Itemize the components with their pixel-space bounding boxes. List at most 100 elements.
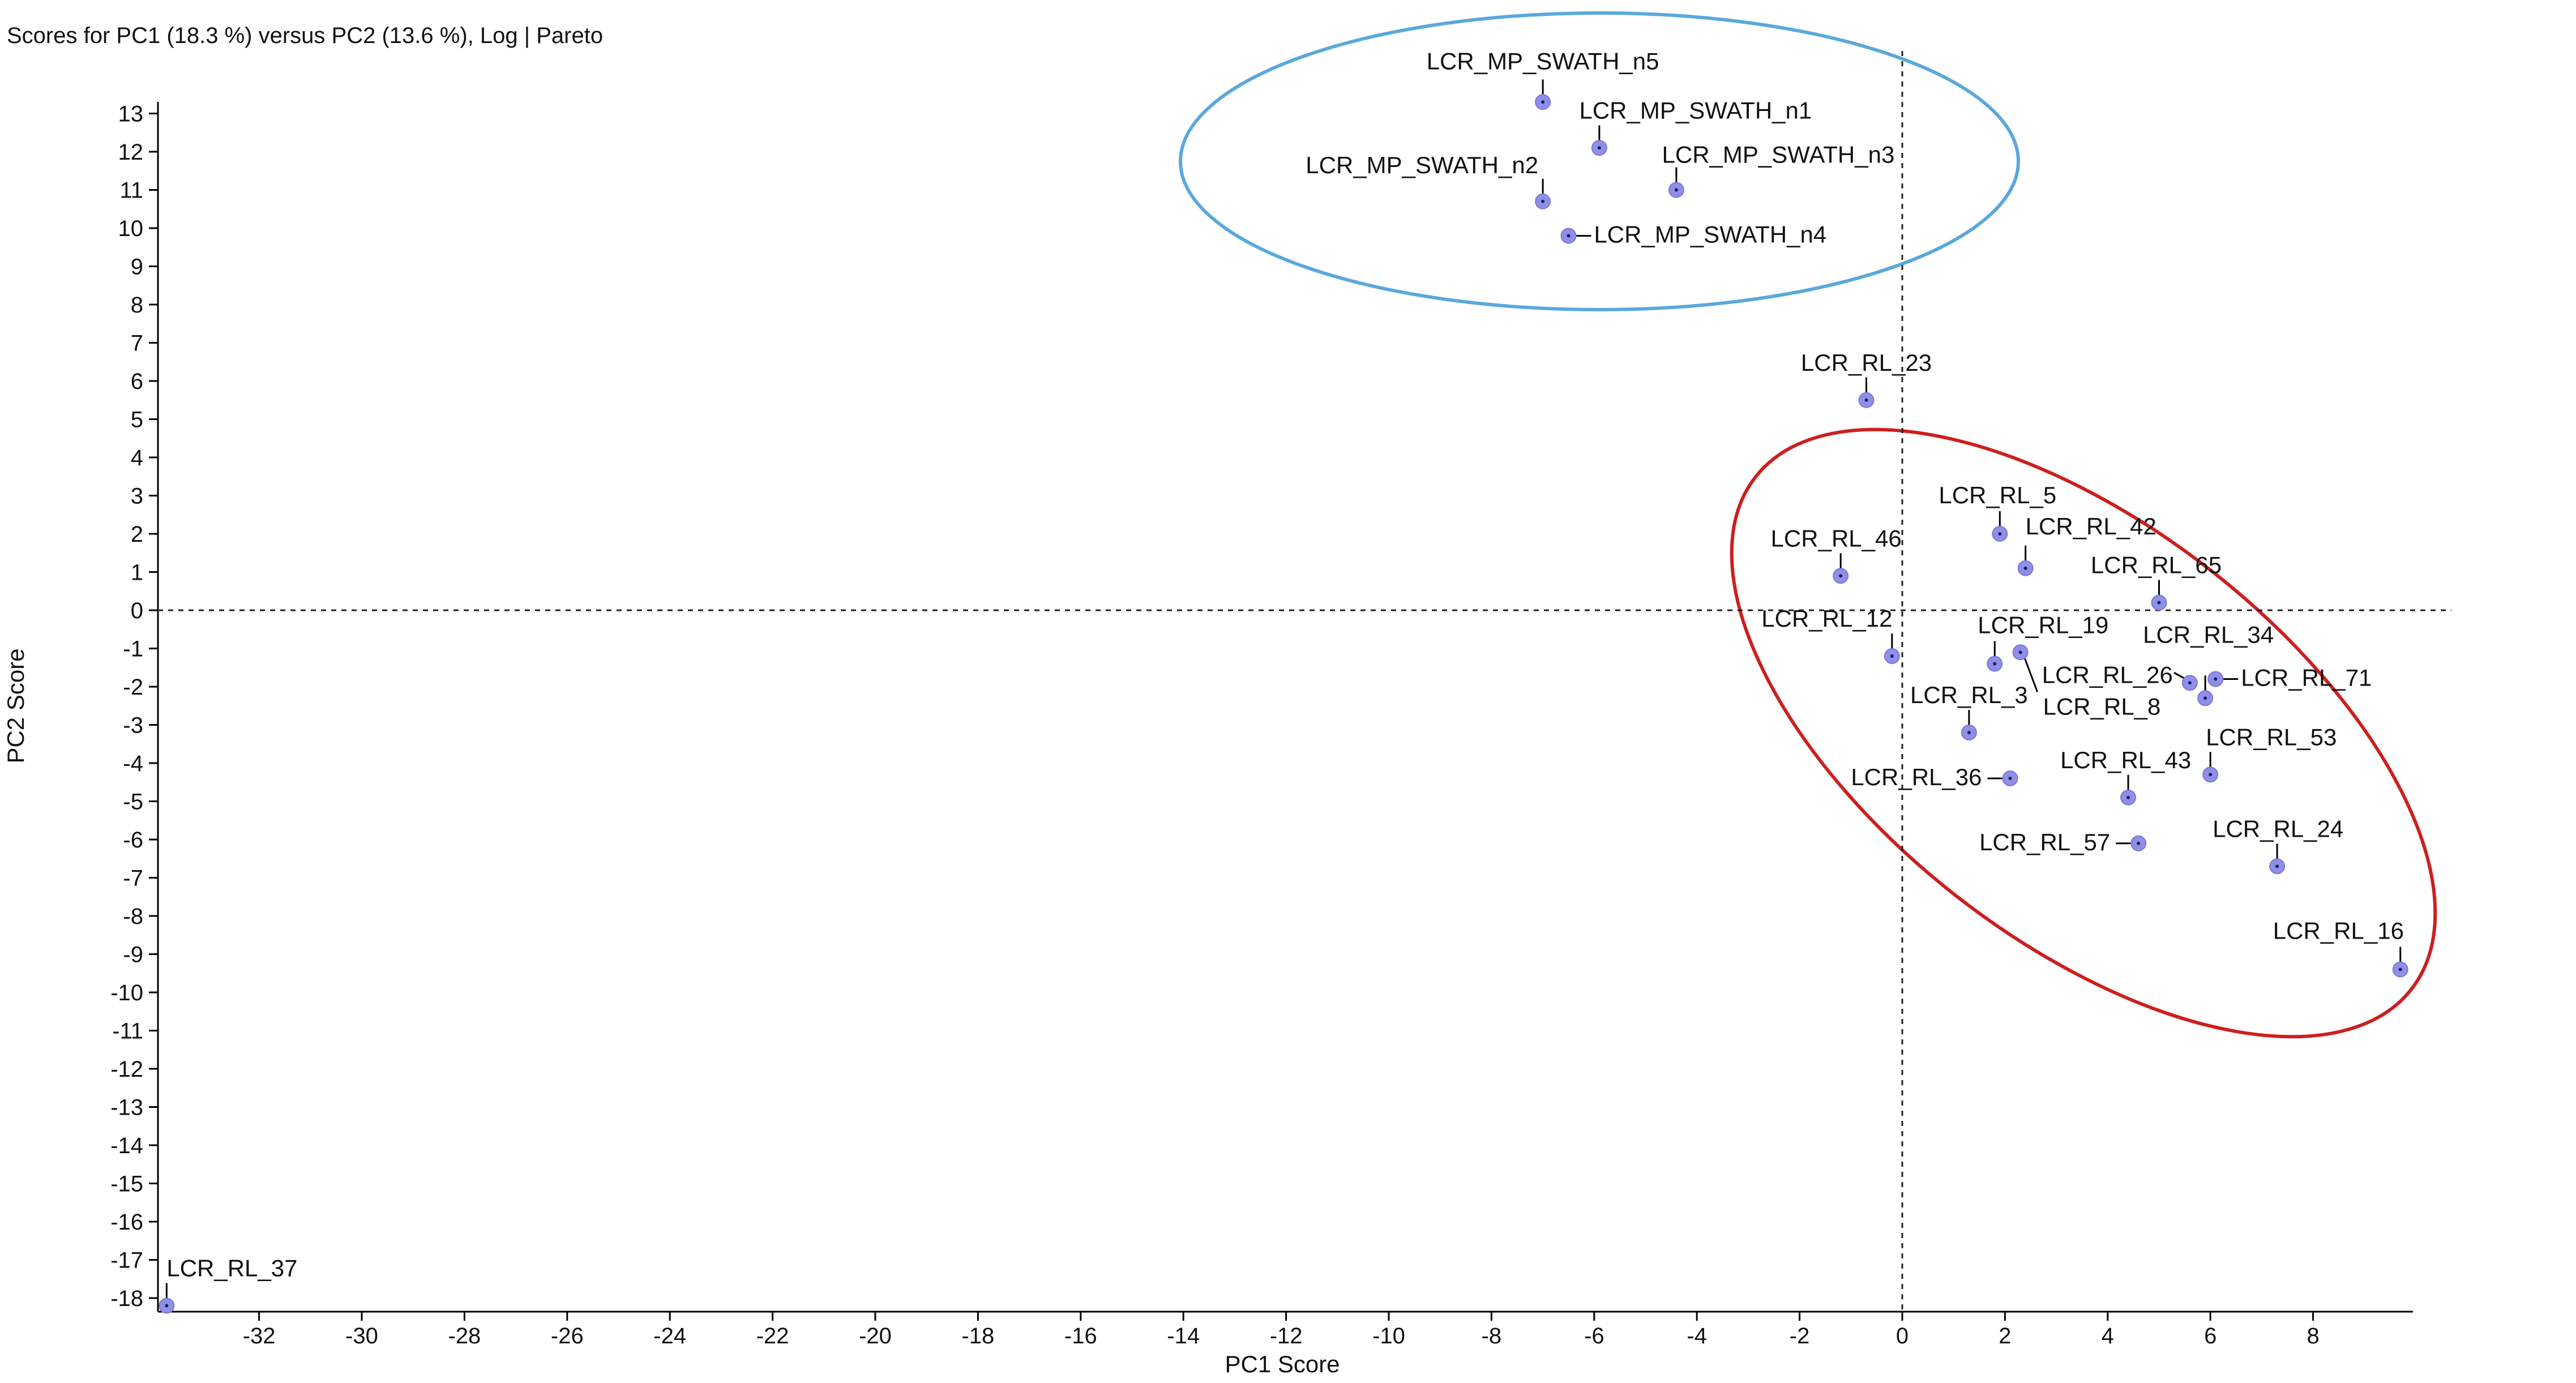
point-label: LCR_RL_37 [166,1255,297,1282]
point-label: LCR_RL_53 [2206,723,2337,750]
point-center [1864,398,1868,402]
x-tick-label: -14 [1167,1324,1200,1348]
y-tick-label: -5 [123,790,143,815]
point-center [2275,864,2279,868]
point-center [2398,967,2402,971]
point-center [2008,777,2012,780]
point-label: LCR_RL_43 [2060,747,2191,773]
point-center [2023,566,2027,570]
point-center [165,1304,169,1308]
y-tick-label: -3 [123,713,143,738]
point-label: LCR_RL_5 [1939,482,2056,508]
y-tick-label: -8 [123,904,143,929]
point-label: LCR_RL_8 [2043,693,2161,720]
y-tick-label: 13 [118,102,144,127]
point-label: LCR_RL_36 [1851,764,1982,790]
point-center [2126,795,2130,799]
point-label: LCR_RL_16 [2273,918,2404,944]
point-center [1567,234,1571,238]
y-tick-label: -11 [112,1019,143,1044]
x-tick-label: 4 [2102,1324,2114,1348]
point-center [2018,650,2022,654]
y-tick-label: -9 [123,943,143,967]
y-tick-label: 3 [131,484,143,509]
x-tick-label: -24 [653,1324,686,1348]
point-center [2157,601,2161,605]
y-tick-label: 7 [131,331,143,356]
point-label: LCR_RL_23 [1801,349,1932,376]
point-center [1890,654,1894,658]
x-tick-label: -26 [551,1324,584,1348]
y-tick-label: -7 [123,866,143,891]
x-tick-label: 8 [2307,1324,2319,1348]
y-tick-label: 12 [118,140,144,165]
y-tick-label: -15 [110,1172,143,1197]
x-tick-label: -8 [1482,1324,1502,1348]
y-tick-label: 5 [131,408,143,433]
y-tick-label: -12 [110,1057,143,1082]
y-tick-label: -2 [123,675,143,700]
point-label: LCR_RL_3 [1910,682,2028,708]
y-tick-label: -18 [110,1286,143,1311]
x-tick-label: -2 [1790,1324,1810,1348]
y-tick-label: 8 [131,293,143,318]
x-tick-label: -28 [448,1324,481,1348]
point-center [1541,100,1545,104]
reference-lines [158,51,2451,1312]
y-tick-label: -16 [110,1210,143,1235]
point-center [1597,146,1601,150]
point-label: LCR_MP_SWATH_n2 [1306,152,1538,178]
leader-line [2023,655,2039,692]
x-tick-label: -12 [1270,1324,1303,1348]
x-tick-label: -18 [961,1324,994,1348]
y-tick-label: -17 [110,1248,143,1273]
x-tick-label: -20 [859,1324,892,1348]
y-tick-label: 10 [118,216,144,241]
axes: -32 -30 -28 -26 -24 -22 -20 -18 -16 -14 -12 -10 -8 -6… [110,102,2413,1348]
x-tick-label: -16 [1064,1324,1097,1348]
point-label: LCR_RL_42 [2026,513,2156,540]
point-center [1998,532,2002,536]
y-tick-label: -10 [110,980,143,1005]
x-tick-label: -30 [345,1324,378,1348]
y-tick-label: 4 [131,446,143,470]
y-axis-label: PC2 Score [2,648,29,763]
cluster-ellipses [1179,11,2437,1039]
y-tick-label: 9 [131,255,143,280]
point-center [2137,841,2141,845]
y-tick-label: 11 [119,178,143,203]
y-tick-label: -1 [123,637,143,662]
point-center [2188,681,2192,685]
point-label: LCR_RL_46 [1771,525,1902,551]
point-center [1541,199,1545,203]
y-tick-label: -13 [110,1095,143,1120]
x-tick-label: 0 [1896,1324,1909,1348]
y-tick-label: -14 [110,1133,143,1158]
x-tick-label: -6 [1584,1324,1604,1348]
point-label: LCR_RL_24 [2213,815,2343,842]
point-label: LCR_MP_SWATH_n1 [1579,97,1812,123]
data-points: LCR_MP_SWATH_n5 LCR_MP_SWATH_n1 LCR_MP_SWA… [159,48,2408,1314]
point-label: LCR_RL_34 [2143,621,2274,648]
x-tick-label: -32 [243,1324,276,1348]
point-center [2203,696,2207,700]
y-tick-label: 6 [131,369,143,394]
point-center [2214,677,2218,681]
x-tick-label: -22 [756,1324,789,1348]
x-tick-label: -10 [1372,1324,1405,1348]
point-center [1993,662,1997,666]
y-tick-label: 0 [131,598,143,623]
point-center [1674,188,1678,192]
point-center [1967,731,1971,734]
point-label: LCR_RL_65 [2091,552,2222,579]
point-label: LCR_RL_26 [2042,661,2173,688]
point-label: LCR_RL_12 [1761,605,1892,632]
x-axis-label: PC1 Score [1225,1351,1340,1377]
mp-swath-cluster-ellipse [1179,11,2020,311]
x-tick-label: 6 [2204,1324,2216,1348]
y-tick-label: -6 [123,828,143,853]
point-center [1839,574,1843,578]
x-tick-label: -4 [1687,1324,1707,1348]
y-tick-label: 2 [131,522,143,547]
